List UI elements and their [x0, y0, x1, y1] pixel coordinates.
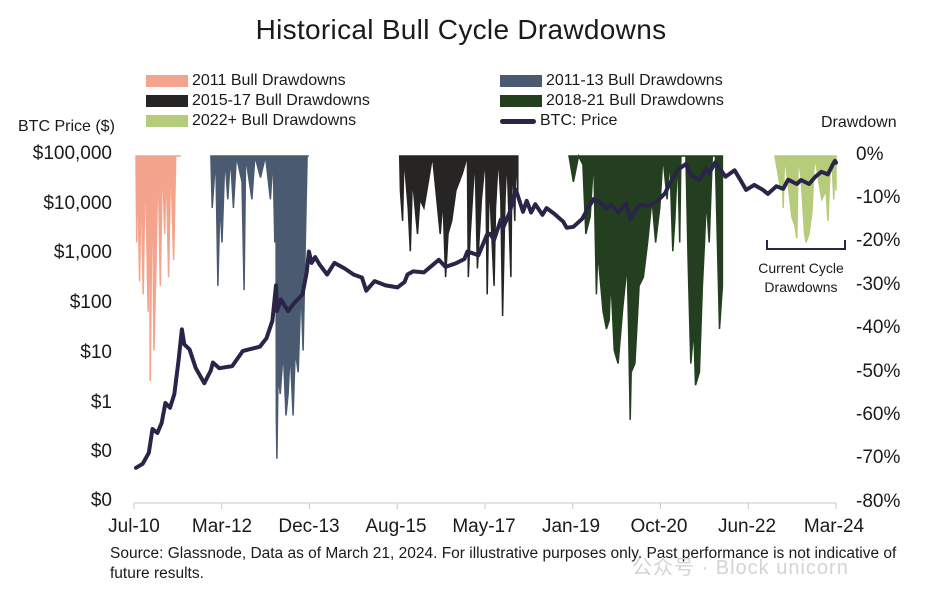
legend-item-2022: 2022+ Bull Drawdowns: [146, 112, 356, 130]
y-left-tick-label: $100: [69, 292, 112, 313]
x-tick-label: Jan-19: [541, 516, 601, 537]
y-left-tick-label: $0: [90, 441, 112, 462]
y-right-tick-label: -50%: [856, 361, 901, 382]
y-right-tick-label: -40%: [856, 317, 901, 338]
legend-item-2011: 2011 Bull Drawdowns: [146, 72, 346, 90]
legend-label-2011: 2011 Bull Drawdowns: [192, 72, 346, 89]
btc-price-line: [134, 158, 838, 470]
y-right-tick-label: -80%: [856, 491, 901, 512]
legend-label-2022: 2022+ Bull Drawdowns: [192, 112, 357, 129]
legend-item-2018-21: 2018-21 Bull Drawdowns: [500, 92, 724, 110]
current-cycle-bracket: [766, 240, 846, 250]
x-tick-label: Mar-12: [191, 516, 253, 537]
y-left-tick-label: $0: [90, 490, 112, 511]
y-axis-title-left: BTC Price ($): [18, 118, 115, 135]
x-tick-label: Aug-15: [365, 516, 427, 537]
btc-price-layer: [134, 158, 838, 470]
legend-label-2011-13: 2011-13 Bull Drawdowns: [546, 72, 723, 89]
y-axis-title-right: Drawdown: [821, 114, 897, 131]
watermark: 公众号 · Block unicorn: [632, 557, 849, 579]
y-right-tick-label: -10%: [856, 187, 901, 208]
x-tick-label: Oct-20: [630, 516, 688, 537]
legend-label-2018-21: 2018-21 Bull Drawdowns: [546, 92, 724, 109]
drawdown-area-2018-21-bull-drawdowns: [568, 153, 724, 420]
legend-swatch-btc-price: [500, 118, 536, 124]
x-tick-label: Mar-24: [803, 516, 865, 537]
x-tick-label: May-17: [452, 516, 516, 537]
y-right-tick-label: -20%: [856, 230, 901, 251]
current-cycle-annotation: Current Cycle Drawdowns: [748, 259, 854, 297]
x-tick-label: Jul-10: [108, 516, 160, 537]
legend-label-2015-17: 2015-17 Bull Drawdowns: [192, 92, 370, 109]
legend-swatch-2011: [146, 75, 188, 87]
legend-swatch-2022: [146, 115, 188, 127]
y-left-tick-label: $1,000: [53, 242, 112, 263]
y-right-tick-label: -30%: [856, 274, 901, 295]
legend-swatch-2011-13: [500, 75, 542, 87]
drawdown-area-2011-bull-drawdowns: [135, 155, 181, 381]
source-note: Source: Glassnode, Data as of March 21, …: [110, 545, 897, 582]
drawdown-area-2011-13-bull-drawdowns: [210, 155, 309, 459]
y-right-tick-label: -70%: [856, 447, 901, 468]
annotation-line-1: Current Cycle: [758, 260, 844, 276]
drawdown-area-2015-17-bull-drawdowns: [398, 155, 519, 317]
legend-item-btc-price: BTC: Price: [500, 112, 617, 130]
legend-swatch-2015-17: [146, 95, 188, 107]
annotation-line-2: Drawdowns: [764, 279, 838, 295]
legend-swatch-2018-21: [500, 95, 542, 107]
legend-item-2011-13: 2011-13 Bull Drawdowns: [500, 72, 723, 90]
y-left-tick-label: $100,000: [32, 143, 112, 164]
chart-title: Historical Bull Cycle Drawdowns: [255, 14, 667, 45]
drawdown-area-2022-bull-drawdowns: [774, 155, 837, 243]
x-axis-ticks: [133, 503, 837, 509]
y-left-tick-label: $1: [90, 392, 112, 413]
drawdown-areas: [135, 153, 837, 459]
legend-item-2015-17: 2015-17 Bull Drawdowns: [146, 92, 370, 110]
legend-label-btc-price: BTC: Price: [540, 112, 618, 129]
y-right-tick-label: 0%: [856, 144, 884, 165]
y-right-tick-label: -60%: [856, 404, 901, 425]
y-left-tick-label: $10: [80, 342, 112, 363]
x-tick-label: Dec-13: [278, 516, 340, 537]
y-left-tick-label: $10,000: [43, 193, 112, 214]
x-tick-label: Jun-22: [717, 516, 777, 537]
